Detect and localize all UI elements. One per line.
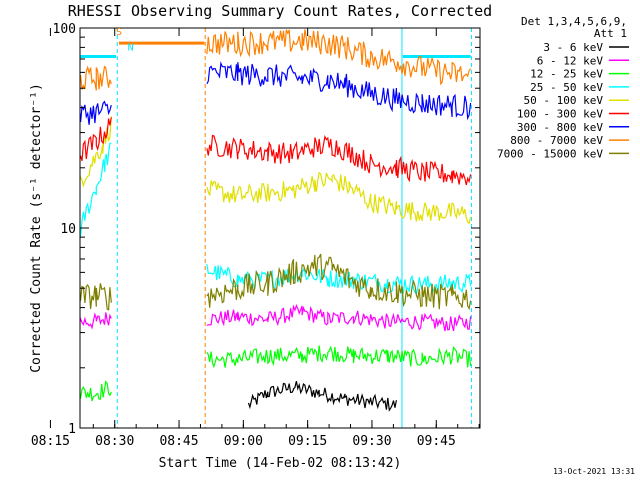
legend-label: 6 - 12 keV — [537, 54, 604, 67]
x-axis-ticks: 08:15 08:30 08:45 09:00 09:15 09:30 09:45 — [31, 28, 480, 449]
x-tick-label: 08:45 — [159, 434, 198, 449]
legend-label: 25 - 50 keV — [530, 81, 603, 94]
series-line — [80, 117, 472, 186]
legend-header: Det 1,3,4,5,6,9, — [521, 15, 627, 28]
series-line — [247, 381, 397, 412]
chart-title: RHESSI Observing Summary Count Rates, Co… — [68, 2, 492, 20]
x-tick-label: 09:30 — [352, 434, 391, 449]
x-tick-label: 08:15 — [31, 434, 70, 449]
legend-header: Att 1 — [594, 27, 627, 40]
x-tick-label: 09:00 — [224, 434, 263, 449]
annotation-label: N — [128, 43, 134, 54]
series-line — [80, 304, 472, 332]
legend-label: 100 - 300 keV — [517, 108, 603, 121]
legend-label: 3 - 6 keV — [543, 41, 603, 54]
series-layer — [80, 29, 472, 412]
x-tick-label: 09:15 — [288, 434, 327, 449]
series-line — [80, 142, 472, 295]
series-line — [80, 29, 472, 91]
y-axis-label: Corrected Count Rate (s⁻¹ detector⁻¹) — [29, 83, 44, 373]
series-line — [80, 345, 472, 402]
series-line — [80, 116, 472, 225]
plot-frame — [79, 27, 481, 429]
legend-label: 300 - 800 keV — [517, 121, 603, 134]
legend-label: 12 - 25 keV — [530, 68, 603, 81]
annotation-label: S — [116, 27, 122, 38]
series-line — [80, 253, 472, 311]
legend-label: 50 - 100 keV — [524, 94, 604, 107]
legend-label: 800 - 7000 keV — [510, 134, 603, 147]
footer-date: 13-Oct-2021 13:31 — [553, 467, 635, 476]
y-tick-label: 1 — [68, 422, 76, 437]
legend-label: 7000 - 15000 keV — [497, 147, 603, 160]
series-line — [80, 61, 472, 125]
annotations: SN — [116, 27, 134, 53]
reference-lines — [80, 28, 472, 428]
x-axis-label: Start Time (14-Feb-02 08:13:42) — [159, 456, 402, 471]
y-tick-label: 100 — [53, 22, 76, 37]
x-tick-label: 08:30 — [95, 434, 134, 449]
y-axis-ticks: 1 10 100 — [53, 22, 480, 437]
x-tick-label: 09:45 — [417, 434, 456, 449]
y-tick-label: 10 — [60, 222, 76, 237]
